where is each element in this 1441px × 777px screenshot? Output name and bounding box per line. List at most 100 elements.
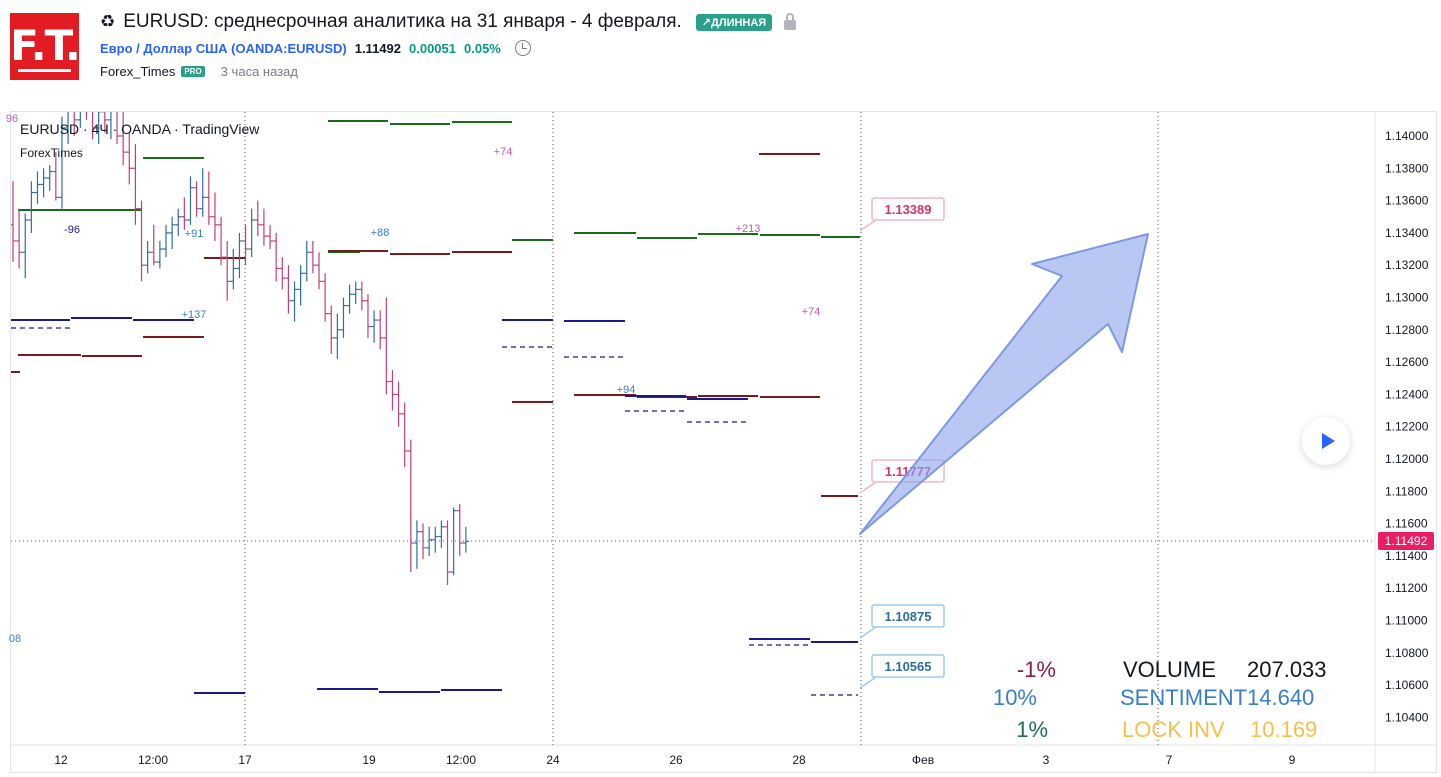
- ohlc-bar: [291, 281, 298, 322]
- ohlc-bar: [218, 216, 225, 266]
- long-direction-badge: ↗ДЛИННАЯ: [695, 13, 773, 31]
- annotation-number: +88: [371, 227, 390, 239]
- ohlc-bar: [383, 297, 390, 395]
- time-axis[interactable]: 12 12:00 17 19 12:00 24 26 28 Фев 3 7 9: [54, 753, 1295, 767]
- annotation-number: +94: [617, 384, 636, 396]
- ohlc-bar: [242, 224, 249, 266]
- ohlc-bar: [132, 144, 139, 225]
- callout-pointer: [859, 481, 877, 494]
- play-replay-button[interactable]: [1302, 417, 1350, 465]
- author-row: Forex_Times PRO 3 часа назад: [100, 64, 298, 79]
- ohlc-bar: [175, 208, 182, 237]
- ohlc-bar: [120, 112, 127, 166]
- ohlc-bar: [11, 181, 16, 262]
- stat-label-volume: VOLUME: [1123, 657, 1216, 682]
- logo-text: F.T.: [10, 21, 81, 70]
- price-tick-label: 1.10800: [1385, 646, 1429, 660]
- ohlc-bar: [248, 208, 255, 258]
- ohlc-bar: [169, 216, 176, 250]
- ohlc-bar: [279, 257, 286, 290]
- ohlc-bar: [267, 224, 274, 250]
- callout-box: [871, 604, 945, 628]
- price-tick-label: 1.11400: [1385, 549, 1428, 563]
- stat-value-volume: 207.033: [1247, 657, 1327, 682]
- forecast-arrow[interactable]: [859, 233, 1149, 535]
- ohlc-bar: [322, 273, 329, 322]
- ohlc-bar: [309, 240, 316, 274]
- price-tick-label: 1.13000: [1385, 291, 1429, 305]
- annotation-number: -96: [64, 224, 80, 236]
- price-tick-label: 1.14000: [1385, 129, 1429, 143]
- recycle-icon: ♻: [100, 12, 116, 31]
- symbol-change: 0.00051: [409, 40, 456, 56]
- level-lines: [11, 120, 860, 696]
- ohlc-bar: [116, 112, 121, 145]
- author-name[interactable]: Forex_Times: [100, 64, 176, 79]
- callout-box: [871, 654, 945, 678]
- time-tick-label: 17: [238, 753, 252, 767]
- ohlc-bar: [205, 171, 212, 225]
- price-tick-label: 1.13800: [1385, 161, 1429, 175]
- price-tick-label: 1.13600: [1385, 194, 1429, 208]
- ohlc-bar: [58, 116, 65, 209]
- vertical-grid-lines: [244, 112, 1159, 745]
- ohlc-bar: [193, 181, 200, 217]
- ohlc-bar: [352, 281, 359, 304]
- annotation-number: +74: [802, 306, 821, 318]
- ohlc-bar: [432, 526, 439, 553]
- callout-value: 1.10565: [885, 659, 932, 674]
- callout-pointer: [859, 676, 877, 689]
- forex-times-logo[interactable]: F.T.: [10, 13, 81, 80]
- stats-table: -1% 10% 1% VOLUME SENTIMENT LOCK INV 207…: [993, 657, 1327, 742]
- ohlc-bar: [65, 112, 69, 145]
- chart-legend-symbol: EURUSD · 4Ч · OANDA · TradingView: [20, 121, 260, 137]
- ohlc-bars: [11, 112, 469, 585]
- time-tick-label: 7: [1166, 753, 1173, 767]
- ohlc-bar: [73, 112, 78, 136]
- ohlc-bar: [407, 439, 414, 573]
- ohlc-bar: [377, 310, 384, 350]
- ohlc-bar: [126, 132, 133, 185]
- price-tick-label: 1.11000: [1385, 614, 1428, 628]
- ohlc-bar: [107, 112, 112, 140]
- ohlc-bar: [285, 265, 292, 314]
- price-axis[interactable]: 1.14000 1.13800 1.13600 1.13400 1.13200 1.130…: [1385, 129, 1429, 724]
- ohlc-bar: [52, 152, 59, 201]
- ohlc-bar: [389, 370, 396, 411]
- time-tick-label: 28: [792, 753, 806, 767]
- symbol-price: 1.11492: [354, 40, 401, 56]
- ohlc-bar: [444, 520, 451, 585]
- logo-underline: [18, 69, 71, 72]
- symbol-row: Евро / Доллар США (OANDA:EURUSD) 1.11492…: [100, 40, 531, 56]
- ohlc-bar: [401, 402, 408, 468]
- ohlc-bar: [297, 265, 304, 306]
- ohlc-bar: [28, 181, 35, 233]
- play-icon: [1321, 433, 1335, 449]
- time-tick-label: Фев: [912, 753, 934, 767]
- price-tick-label: 1.12800: [1385, 323, 1429, 337]
- annotation-number: +91: [185, 228, 204, 240]
- price-tick-label: 1.10400: [1385, 710, 1429, 724]
- alarm-clock-icon[interactable]: [514, 40, 531, 56]
- price-tick-label: 1.12000: [1385, 452, 1429, 466]
- ohlc-bar: [187, 176, 194, 225]
- ohlc-bar: [328, 305, 335, 355]
- stat-label-lock-inv: LOCK INV: [1122, 717, 1225, 742]
- ohlc-bar: [34, 171, 41, 204]
- ohlc-bar: [77, 112, 81, 128]
- ohlc-bar: [95, 112, 102, 145]
- ohlc-bar: [346, 284, 353, 314]
- chart-frame[interactable]: [10, 111, 1437, 773]
- stat-value-lock-inv: 10.169: [1250, 717, 1317, 742]
- pro-badge: PRO: [181, 66, 205, 77]
- time-tick-label: 19: [362, 753, 376, 767]
- symbol-change-pct: 0.05%: [464, 40, 501, 56]
- ohlc-bar: [22, 213, 29, 279]
- symbol-link[interactable]: Евро / Доллар США (OANDA:EURUSD): [100, 40, 347, 56]
- price-tick-label: 1.11600: [1385, 517, 1428, 531]
- annotation-number: 96: [6, 113, 18, 125]
- ohlc-bar: [16, 208, 23, 269]
- current-price-value: 1.11492: [1385, 534, 1428, 548]
- annotation-labels: -96 +91 +137 +74 +88 +213 +74 +94 96 08: [6, 113, 820, 645]
